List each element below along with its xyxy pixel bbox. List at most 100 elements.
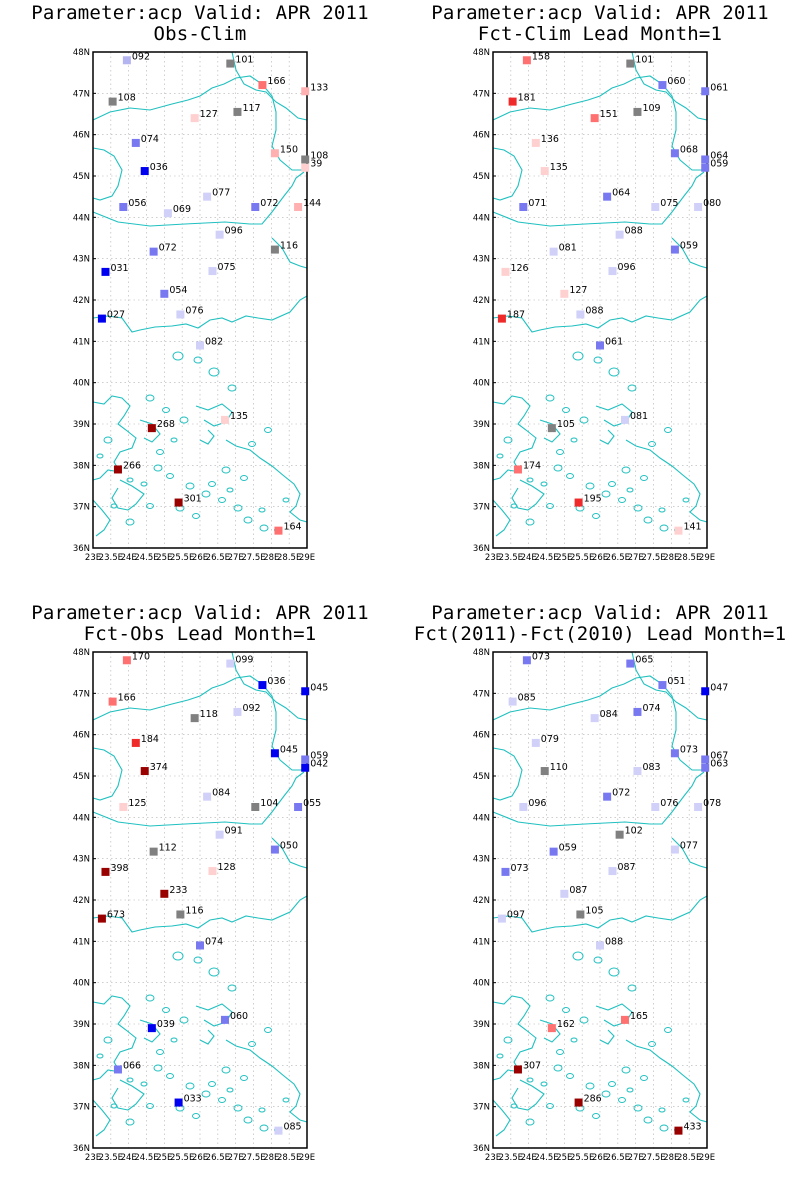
island — [608, 367, 620, 377]
lat-tick-label: 48N — [73, 648, 90, 658]
lat-tick-label: 47N — [73, 89, 90, 99]
station-marker — [590, 114, 599, 123]
coastline-segment — [199, 1029, 215, 1045]
station-marker — [670, 245, 679, 254]
island — [648, 1041, 656, 1047]
station-value-label: 268 — [157, 419, 175, 430]
island — [259, 1124, 269, 1132]
island — [572, 351, 584, 361]
station-marker — [531, 738, 540, 747]
island — [221, 1066, 231, 1074]
lon-tick-label: 26E — [592, 553, 608, 563]
coastline-segment — [599, 1029, 615, 1045]
station-marker — [97, 314, 106, 323]
station-value-label: 187 — [507, 310, 525, 321]
station-value-label: 174 — [523, 460, 541, 471]
lon-tick-label: 27.5E — [641, 553, 665, 563]
station-marker — [560, 889, 569, 898]
station-marker — [519, 803, 528, 811]
island — [592, 513, 600, 519]
station-value-label: 128 — [217, 862, 235, 873]
island — [103, 1036, 113, 1044]
lat-tick-label: 42N — [473, 896, 490, 906]
station-value-label: 101 — [235, 55, 253, 66]
station-marker — [97, 914, 106, 923]
lon-tick-label: 24.5E — [534, 1153, 558, 1163]
station-marker — [560, 289, 569, 298]
station-value-label: 39 — [310, 159, 322, 170]
station-value-label: 088 — [625, 226, 643, 237]
station-marker — [196, 341, 204, 350]
lon-tick-label: 25.5E — [170, 553, 194, 563]
island — [592, 1113, 600, 1119]
station-value-label: 233 — [169, 885, 187, 896]
station-marker — [196, 941, 204, 950]
station-marker — [208, 267, 217, 276]
station-marker — [670, 845, 679, 854]
lon-tick-label: 27.5E — [641, 1153, 665, 1163]
station-value-label: 072 — [612, 788, 630, 799]
station-marker — [651, 803, 660, 811]
island — [626, 487, 634, 493]
station-marker — [131, 738, 140, 747]
panel-fct-2011-2010: Parameter:acp Valid: APR 2011 Fct(2011)-… — [400, 600, 800, 1200]
station-marker — [626, 659, 635, 668]
island — [140, 1081, 148, 1087]
graticule — [493, 652, 707, 1148]
island — [110, 503, 118, 509]
island — [240, 1075, 248, 1081]
coastline-segment — [271, 237, 308, 269]
lat-tick-label: 46N — [473, 731, 490, 741]
lon-tick-label: 26E — [192, 553, 208, 563]
coastline-segment — [511, 479, 545, 511]
station-value-label: 074 — [642, 703, 660, 714]
island — [146, 1103, 154, 1109]
island — [156, 449, 164, 455]
lat-tick-label: 42N — [473, 296, 490, 306]
station-value-label: 099 — [235, 655, 253, 666]
station-value-label: 141 — [683, 522, 701, 533]
station-value-label: 102 — [625, 826, 643, 837]
station-value-label: 076 — [185, 305, 203, 316]
lat-tick-label: 44N — [473, 213, 490, 223]
station-value-label: 096 — [528, 798, 546, 809]
island — [201, 1090, 211, 1098]
coastline-segment — [492, 75, 707, 171]
station-marker — [208, 867, 217, 876]
station-value-label: 088 — [585, 305, 603, 316]
island — [572, 951, 584, 961]
coastline-segment — [231, 651, 308, 721]
lon-tick-label: 28E — [663, 553, 679, 563]
station-value-label: 056 — [128, 198, 146, 209]
panel-title: Parameter:acp Valid: APR 2011 — [431, 602, 769, 624]
station-value-label: 069 — [173, 204, 191, 215]
station-value-label: 059 — [680, 241, 698, 252]
station-marker — [251, 203, 260, 211]
station-value-label: 286 — [584, 1094, 602, 1105]
island — [140, 481, 148, 487]
station-value-label: 045 — [280, 744, 298, 755]
island — [258, 1107, 266, 1113]
lon-tick-label: 27E — [628, 553, 644, 563]
island — [192, 513, 200, 519]
station-value-label: 072 — [159, 243, 177, 254]
island — [503, 436, 513, 444]
island — [193, 356, 203, 364]
station-marker — [147, 1024, 156, 1033]
coastline-segment — [271, 837, 308, 869]
station-marker — [608, 267, 617, 276]
station-value-label: 073 — [680, 744, 698, 755]
island — [218, 497, 226, 503]
coastline-segment — [631, 51, 708, 121]
lon-tick-label: 25.5E — [570, 1153, 594, 1163]
island — [126, 477, 134, 483]
island — [259, 524, 269, 532]
station-marker — [547, 1024, 556, 1033]
coastline — [492, 651, 708, 1137]
station-value-label: 027 — [107, 310, 125, 321]
station-marker — [674, 526, 683, 535]
island — [556, 1049, 564, 1055]
island — [96, 1053, 104, 1059]
island — [566, 473, 574, 479]
island — [626, 1087, 634, 1093]
